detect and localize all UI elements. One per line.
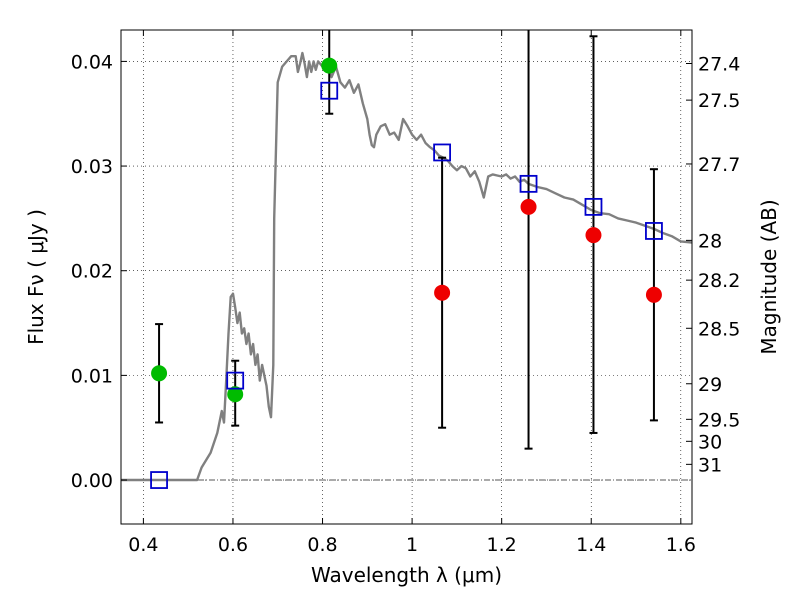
x-tick-label: 1 [406, 534, 418, 556]
model-photometry-square [433, 143, 452, 162]
grid [121, 30, 692, 524]
error-bars [155, 30, 658, 450]
y2-tick-label: 31 [698, 454, 722, 476]
model-photometry-square [519, 174, 538, 193]
x-tick-label: 0.4 [128, 534, 158, 556]
y2-tick-label: 30 [698, 431, 722, 453]
x-axis-label: Wavelength λ (μm) [311, 563, 502, 587]
y2-tick-label: 27.7 [698, 154, 740, 176]
y-tick-label: 0.04 [71, 51, 113, 73]
y2-axis-label: Magnitude (AB) [757, 199, 781, 354]
y-tick-label: 0.03 [71, 156, 113, 178]
x-tick-label: 1.6 [666, 534, 696, 556]
y2-tick-label: 28.2 [698, 270, 740, 292]
y2-tick-label: 28 [698, 230, 722, 252]
red-data-point [434, 284, 451, 301]
plot-frame [120, 29, 693, 525]
x-tick-label: 0.6 [218, 534, 248, 556]
y-tick-label: 0.01 [71, 365, 113, 387]
model-photometry-square [645, 222, 663, 240]
green-data-point [227, 386, 244, 403]
red-data-point [520, 198, 537, 215]
x-tick-label: 0.8 [307, 534, 337, 556]
x-tick-label: 1.4 [576, 534, 606, 556]
green-data-point [321, 57, 338, 74]
y2-tick-label: 27.5 [698, 90, 740, 112]
y2-tick-label: 29 [698, 374, 722, 396]
y2-tick-label: 29.5 [698, 409, 740, 431]
green-data-point [151, 365, 168, 382]
y2-tick-label: 27.4 [698, 53, 740, 75]
data-markers [150, 57, 663, 489]
model-spectrum-line [121, 51, 693, 482]
y-axis-label: Flux Fν ( μJy ) [24, 209, 48, 345]
model-photometry-square [584, 197, 603, 216]
model-photometry-square [320, 81, 339, 100]
y2-tick-label: 28.5 [698, 318, 740, 340]
model-photometry-square [226, 371, 245, 390]
x-tick-label: 1.2 [487, 534, 517, 556]
model-photometry-square [150, 471, 168, 489]
red-data-point [645, 286, 662, 303]
y-tick-label: 0.00 [71, 470, 113, 492]
red-data-point [585, 227, 602, 244]
axis-ticks [121, 30, 692, 524]
y-tick-label: 0.02 [71, 261, 113, 283]
tick-labels: 0.4 0.6 0.8 1 1.2 1.4 1.6 0.00 0.01 0.02 0.03 0.04 2… [71, 51, 741, 556]
